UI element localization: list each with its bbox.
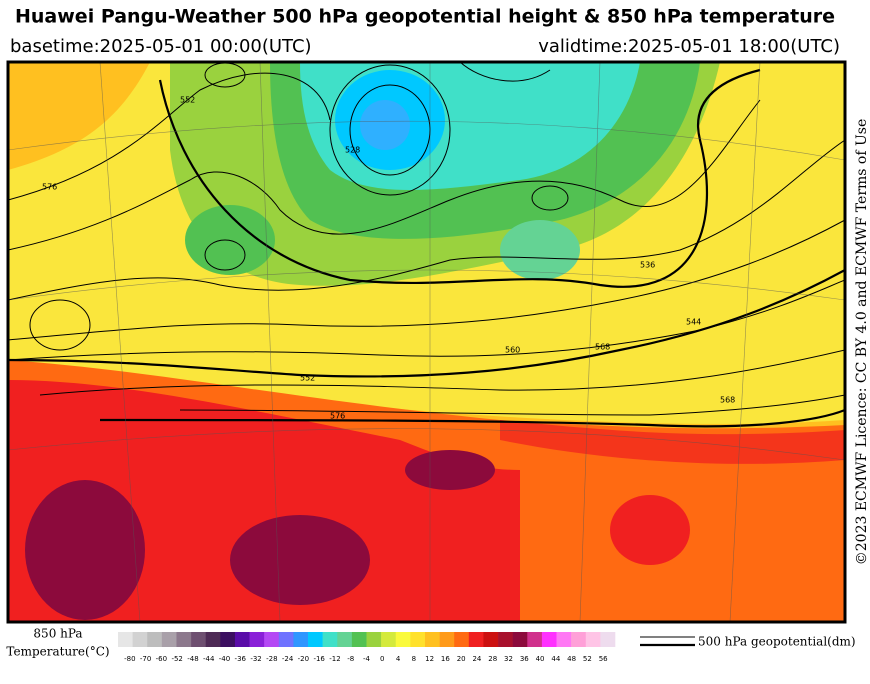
colorbar-swatch (454, 632, 470, 647)
colorbar: -80 -70 -60 -52 -48 -44 -40 -36 -32 -28 -24 -20 -16-… (118, 632, 616, 663)
colorbar-tick-label: 0 (380, 655, 384, 663)
colorbar-tick-label: 12 (425, 655, 434, 663)
colorbar-tick-label: -20 (298, 655, 309, 663)
colorbar-tick-label: -16 (313, 655, 325, 663)
colorbar-swatch (205, 632, 221, 647)
colorbar-tick-label: -24 (282, 655, 294, 663)
colorbar-tick-label: -32 (250, 655, 261, 663)
colorbar-tick-label: -44 (203, 655, 215, 663)
map: 576 552 536 544 552 560 568 576 568 528 (8, 62, 845, 622)
colorbar-tick-label: -52 (171, 655, 182, 663)
colorbar-tick-label: 48 (567, 655, 576, 663)
colorbar-swatch (337, 632, 353, 647)
title: Huawei Pangu-Weather 500 hPa geopotentia… (15, 6, 835, 28)
contour-label: 560 (505, 346, 520, 355)
contour-label: 552 (180, 96, 195, 105)
colorbar-swatch (264, 632, 280, 647)
colorbar-tick-label: 40 (536, 655, 545, 663)
licence: ©2023 ECMWF Licence: CC BY 4.0 and ECMWF… (854, 119, 870, 566)
colorbar-tick-label: 20 (457, 655, 466, 663)
colorbar-swatch (483, 632, 499, 647)
contour-label: 576 (330, 412, 345, 421)
colorbar-swatch (498, 632, 513, 647)
colorbar-tick-label: 56 (599, 655, 608, 663)
basetime: basetime:2025-05-01 00:00(UTC) (10, 36, 312, 57)
colorbar-swatch (600, 632, 616, 647)
colorbar-swatch (220, 632, 236, 647)
contour-label: 576 (42, 183, 57, 192)
colorbar-swatch (395, 632, 411, 647)
colorbar-tick-label: -80 (124, 655, 135, 663)
colorbar-swatch (512, 632, 528, 647)
colorbar-swatch (410, 632, 426, 647)
colorbar-swatch (468, 632, 484, 647)
colorbar-swatch (118, 632, 133, 647)
colorbar-swatch (381, 632, 397, 647)
colorbar-title: 850 hPa (33, 627, 82, 641)
colorbar-swatch (541, 632, 557, 647)
colorbar-tick-label: -28 (266, 655, 277, 663)
colorbar-swatch (439, 632, 455, 647)
colorbar-tick-label: 36 (520, 655, 529, 663)
colorbar-tick-label: 8 (412, 655, 416, 663)
colorbar-swatch (234, 632, 250, 647)
colorbar-tick-label: 24 (472, 655, 481, 663)
colorbar-swatch (424, 632, 440, 647)
contour-label: 568 (595, 343, 610, 352)
colorbar-swatch (351, 632, 367, 647)
contour-label: 568 (720, 396, 735, 405)
colorbar-tick-label: 16 (441, 655, 450, 663)
colorbar-swatch (278, 632, 294, 647)
colorbar-tick-label: -8 (347, 655, 354, 663)
contour-label: 528 (345, 146, 360, 155)
colorbar-swatch (556, 632, 572, 647)
colorbar-tick-label: 4 (396, 655, 401, 663)
colorbar-swatch (176, 632, 192, 647)
colorbar-tick-label: 32 (504, 655, 513, 663)
colorbar-tick-label: 52 (583, 655, 592, 663)
colorbar-tick-label: -36 (235, 655, 247, 663)
colorbar-swatch (571, 632, 587, 647)
colorbar-tick-label: -70 (140, 655, 151, 663)
colorbar-title: Temperature(°C) (6, 645, 109, 659)
colorbar-swatch (293, 632, 309, 647)
colorbar-tick-label: -12 (329, 655, 340, 663)
colorbar-swatch (249, 632, 265, 647)
colorbar-swatch (147, 632, 163, 647)
colorbar-swatch (308, 632, 323, 647)
colorbar-swatch (527, 632, 543, 647)
legend-label: 500 hPa geopotential(dm) (698, 635, 856, 649)
colorbar-tick-label: -4 (363, 655, 371, 663)
colorbar-tick-label: 44 (551, 655, 560, 663)
colorbar-tick-label: -48 (187, 655, 198, 663)
colorbar-tick-label: 28 (488, 655, 497, 663)
colorbar-swatch (322, 632, 338, 647)
colorbar-tick-label: -40 (219, 655, 230, 663)
colorbar-swatch (132, 632, 148, 647)
colorbar-swatch (161, 632, 177, 647)
colorbar-swatch (191, 632, 207, 647)
contour-label: 544 (686, 318, 701, 327)
contour-label: 536 (640, 261, 655, 270)
colorbar-swatch (585, 632, 601, 647)
colorbar-swatch (366, 632, 382, 647)
map-frame (6, 60, 847, 624)
validtime: validtime:2025-05-01 18:00(UTC) (538, 36, 840, 57)
contour-label: 552 (300, 374, 315, 383)
colorbar-tick-label: -60 (156, 655, 167, 663)
